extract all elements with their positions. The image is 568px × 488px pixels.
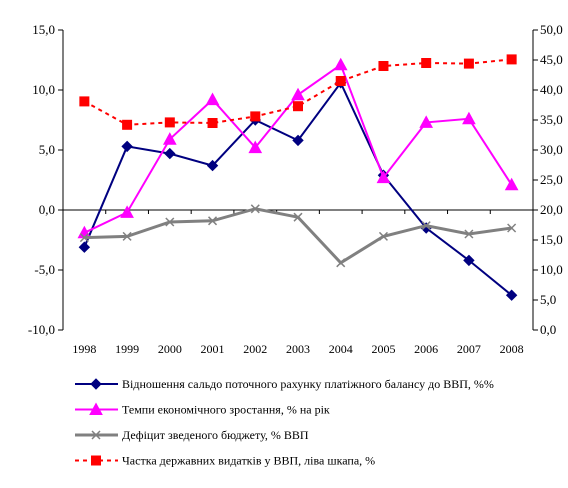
y-right-tick-label: 0,0 xyxy=(540,322,556,337)
y-right-tick-label: 40,0 xyxy=(540,82,563,97)
data-point xyxy=(336,258,346,268)
x-tick-label: 2004 xyxy=(329,342,353,356)
series-layer xyxy=(77,54,519,301)
legend-entry-3: Дефіцит зведеного бюджету, % ВВП xyxy=(75,428,309,442)
data-point xyxy=(505,289,518,301)
y-left-tick-label: -10,0 xyxy=(28,322,55,337)
data-point xyxy=(463,254,475,267)
y-left-tick-label: 10,0 xyxy=(32,82,55,97)
data-point xyxy=(421,58,432,68)
data-point xyxy=(120,205,134,218)
data-point xyxy=(333,57,348,71)
data-point xyxy=(292,134,304,147)
data-point xyxy=(250,204,260,214)
data-point xyxy=(293,101,303,112)
data-point xyxy=(207,118,218,128)
data-point xyxy=(208,216,218,226)
x-tick-label: 2001 xyxy=(201,342,225,356)
y-right-tick-label: 30,0 xyxy=(540,142,563,157)
data-point xyxy=(335,76,346,86)
data-point xyxy=(419,115,434,128)
axes-group: -10,0 -5,0 0,0 5,0 10,0 15,0 0,0 5,0 10,0 15,0 20,… xyxy=(28,22,563,356)
series-line xyxy=(83,80,513,296)
data-point xyxy=(162,132,177,145)
data-point xyxy=(250,111,261,122)
x-tick-label: 2008 xyxy=(500,342,524,356)
data-point xyxy=(91,455,101,466)
x-tick-label: 1998 xyxy=(72,342,96,356)
legend-label: Відношення сальдо поточного рахунку плат… xyxy=(122,377,494,391)
x-tick-label: 2005 xyxy=(371,342,395,356)
series-1 xyxy=(78,77,518,301)
y-left-tick-label: 0,0 xyxy=(39,202,55,217)
y-right-tick-label: 45,0 xyxy=(540,52,563,67)
x-tick-label: 2006 xyxy=(414,342,438,356)
data-point xyxy=(164,147,176,160)
series-3 xyxy=(79,204,517,268)
y-right-tick-label: 20,0 xyxy=(540,202,563,217)
data-point xyxy=(205,92,220,106)
legend-label: Темпи економічного зростання, % на рік xyxy=(122,403,330,417)
data-point xyxy=(79,96,90,107)
legend: Відношення сальдо поточного рахунку плат… xyxy=(75,377,494,468)
x-tick-label: 2007 xyxy=(457,342,481,356)
data-point xyxy=(506,54,517,65)
data-point xyxy=(464,229,474,239)
y-right-tick-label: 15,0 xyxy=(540,232,563,247)
legend-label: Дефіцит зведеного бюджету, % ВВП xyxy=(122,428,309,442)
legend-entry-1: Відношення сальдо поточного рахунку плат… xyxy=(75,377,494,391)
y-right-tick-label: 50,0 xyxy=(540,22,563,37)
x-tick-label: 2002 xyxy=(243,342,267,356)
x-tick-label: 2003 xyxy=(286,342,310,356)
data-point xyxy=(164,117,175,128)
data-point xyxy=(376,170,391,184)
y-left-tick-label: 5,0 xyxy=(39,142,55,157)
y-left-tick-label: 15,0 xyxy=(32,22,55,37)
x-tick-label: 2000 xyxy=(158,342,182,356)
y-left-tick-label: -5,0 xyxy=(34,262,55,277)
y-right-tick-label: 5,0 xyxy=(540,292,556,307)
data-point xyxy=(421,221,431,231)
series-2 xyxy=(77,57,519,239)
data-point xyxy=(462,111,476,125)
data-point xyxy=(378,231,388,241)
data-point xyxy=(291,87,305,101)
data-point xyxy=(293,212,303,222)
data-point xyxy=(122,231,132,241)
data-point xyxy=(463,58,474,69)
data-point xyxy=(122,119,133,130)
data-point xyxy=(504,177,519,191)
legend-entry-4: Частка державних видатків у ВВП, ліва шк… xyxy=(75,454,375,468)
data-point xyxy=(507,223,517,233)
series-4 xyxy=(79,54,517,130)
y-right-tick-label: 10,0 xyxy=(540,262,563,277)
data-point xyxy=(89,402,103,415)
data-point xyxy=(165,217,175,227)
data-point xyxy=(378,61,389,71)
data-point xyxy=(78,241,91,253)
data-point xyxy=(90,378,102,390)
data-point xyxy=(248,140,263,154)
data-point xyxy=(91,430,101,440)
y-right-tick-label: 25,0 xyxy=(540,172,563,187)
y-right-tick-label: 35,0 xyxy=(540,112,563,127)
data-point xyxy=(79,233,89,243)
legend-entry-2: Темпи економічного зростання, % на рік xyxy=(75,402,330,417)
data-point xyxy=(206,159,219,172)
x-tick-label: 1999 xyxy=(115,342,139,356)
data-point xyxy=(121,140,133,153)
legend-label: Частка державних видатків у ВВП, ліва шк… xyxy=(122,454,375,468)
